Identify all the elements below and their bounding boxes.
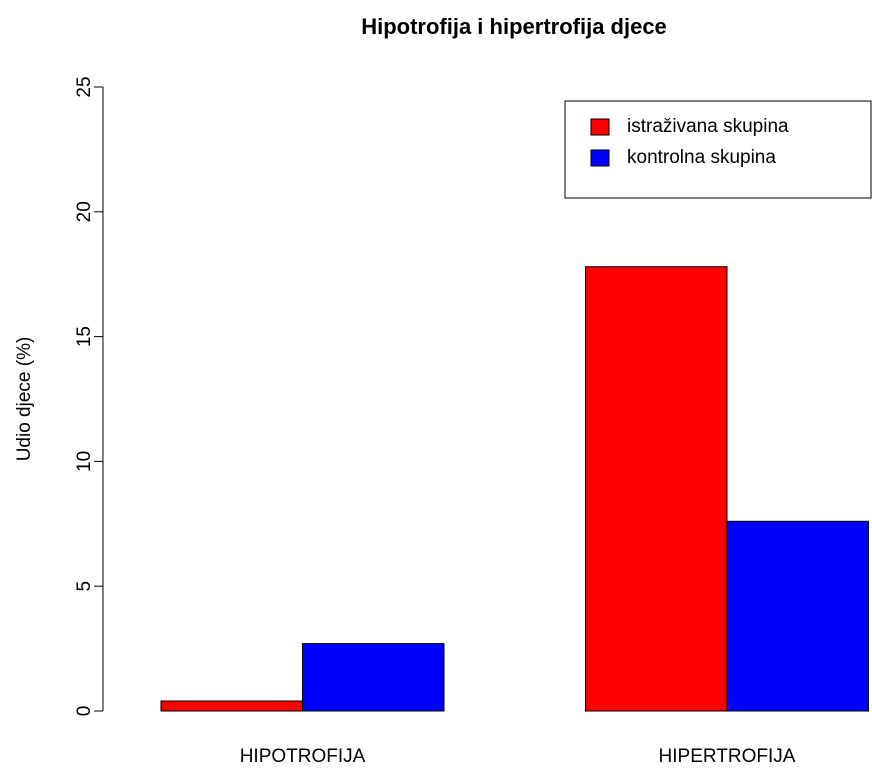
y-tick-label: 10 (74, 451, 95, 472)
x-tick-label: HIPOTROFIJA (240, 746, 366, 767)
x-tick-label: HIPERTROFIJA (659, 746, 796, 767)
bar (302, 643, 445, 712)
legend-swatch (590, 149, 610, 167)
y-tick-label: 20 (74, 201, 95, 222)
y-tick-label: 0 (74, 706, 95, 717)
y-axis-label: Udio djece (%) (14, 337, 35, 462)
bar (726, 520, 869, 712)
legend-box (564, 100, 872, 199)
y-tick-label: 25 (74, 76, 95, 97)
legend-swatch (590, 118, 610, 136)
y-tick-label: 5 (74, 581, 95, 592)
legend-label: istraživana skupina (627, 116, 789, 137)
bar (585, 266, 728, 712)
chart-title: Hipotrofija i hipertrofija djece (361, 14, 667, 39)
bar (160, 700, 303, 712)
legend-label: kontrolna skupina (627, 147, 776, 168)
y-tick-label: 15 (74, 326, 95, 347)
